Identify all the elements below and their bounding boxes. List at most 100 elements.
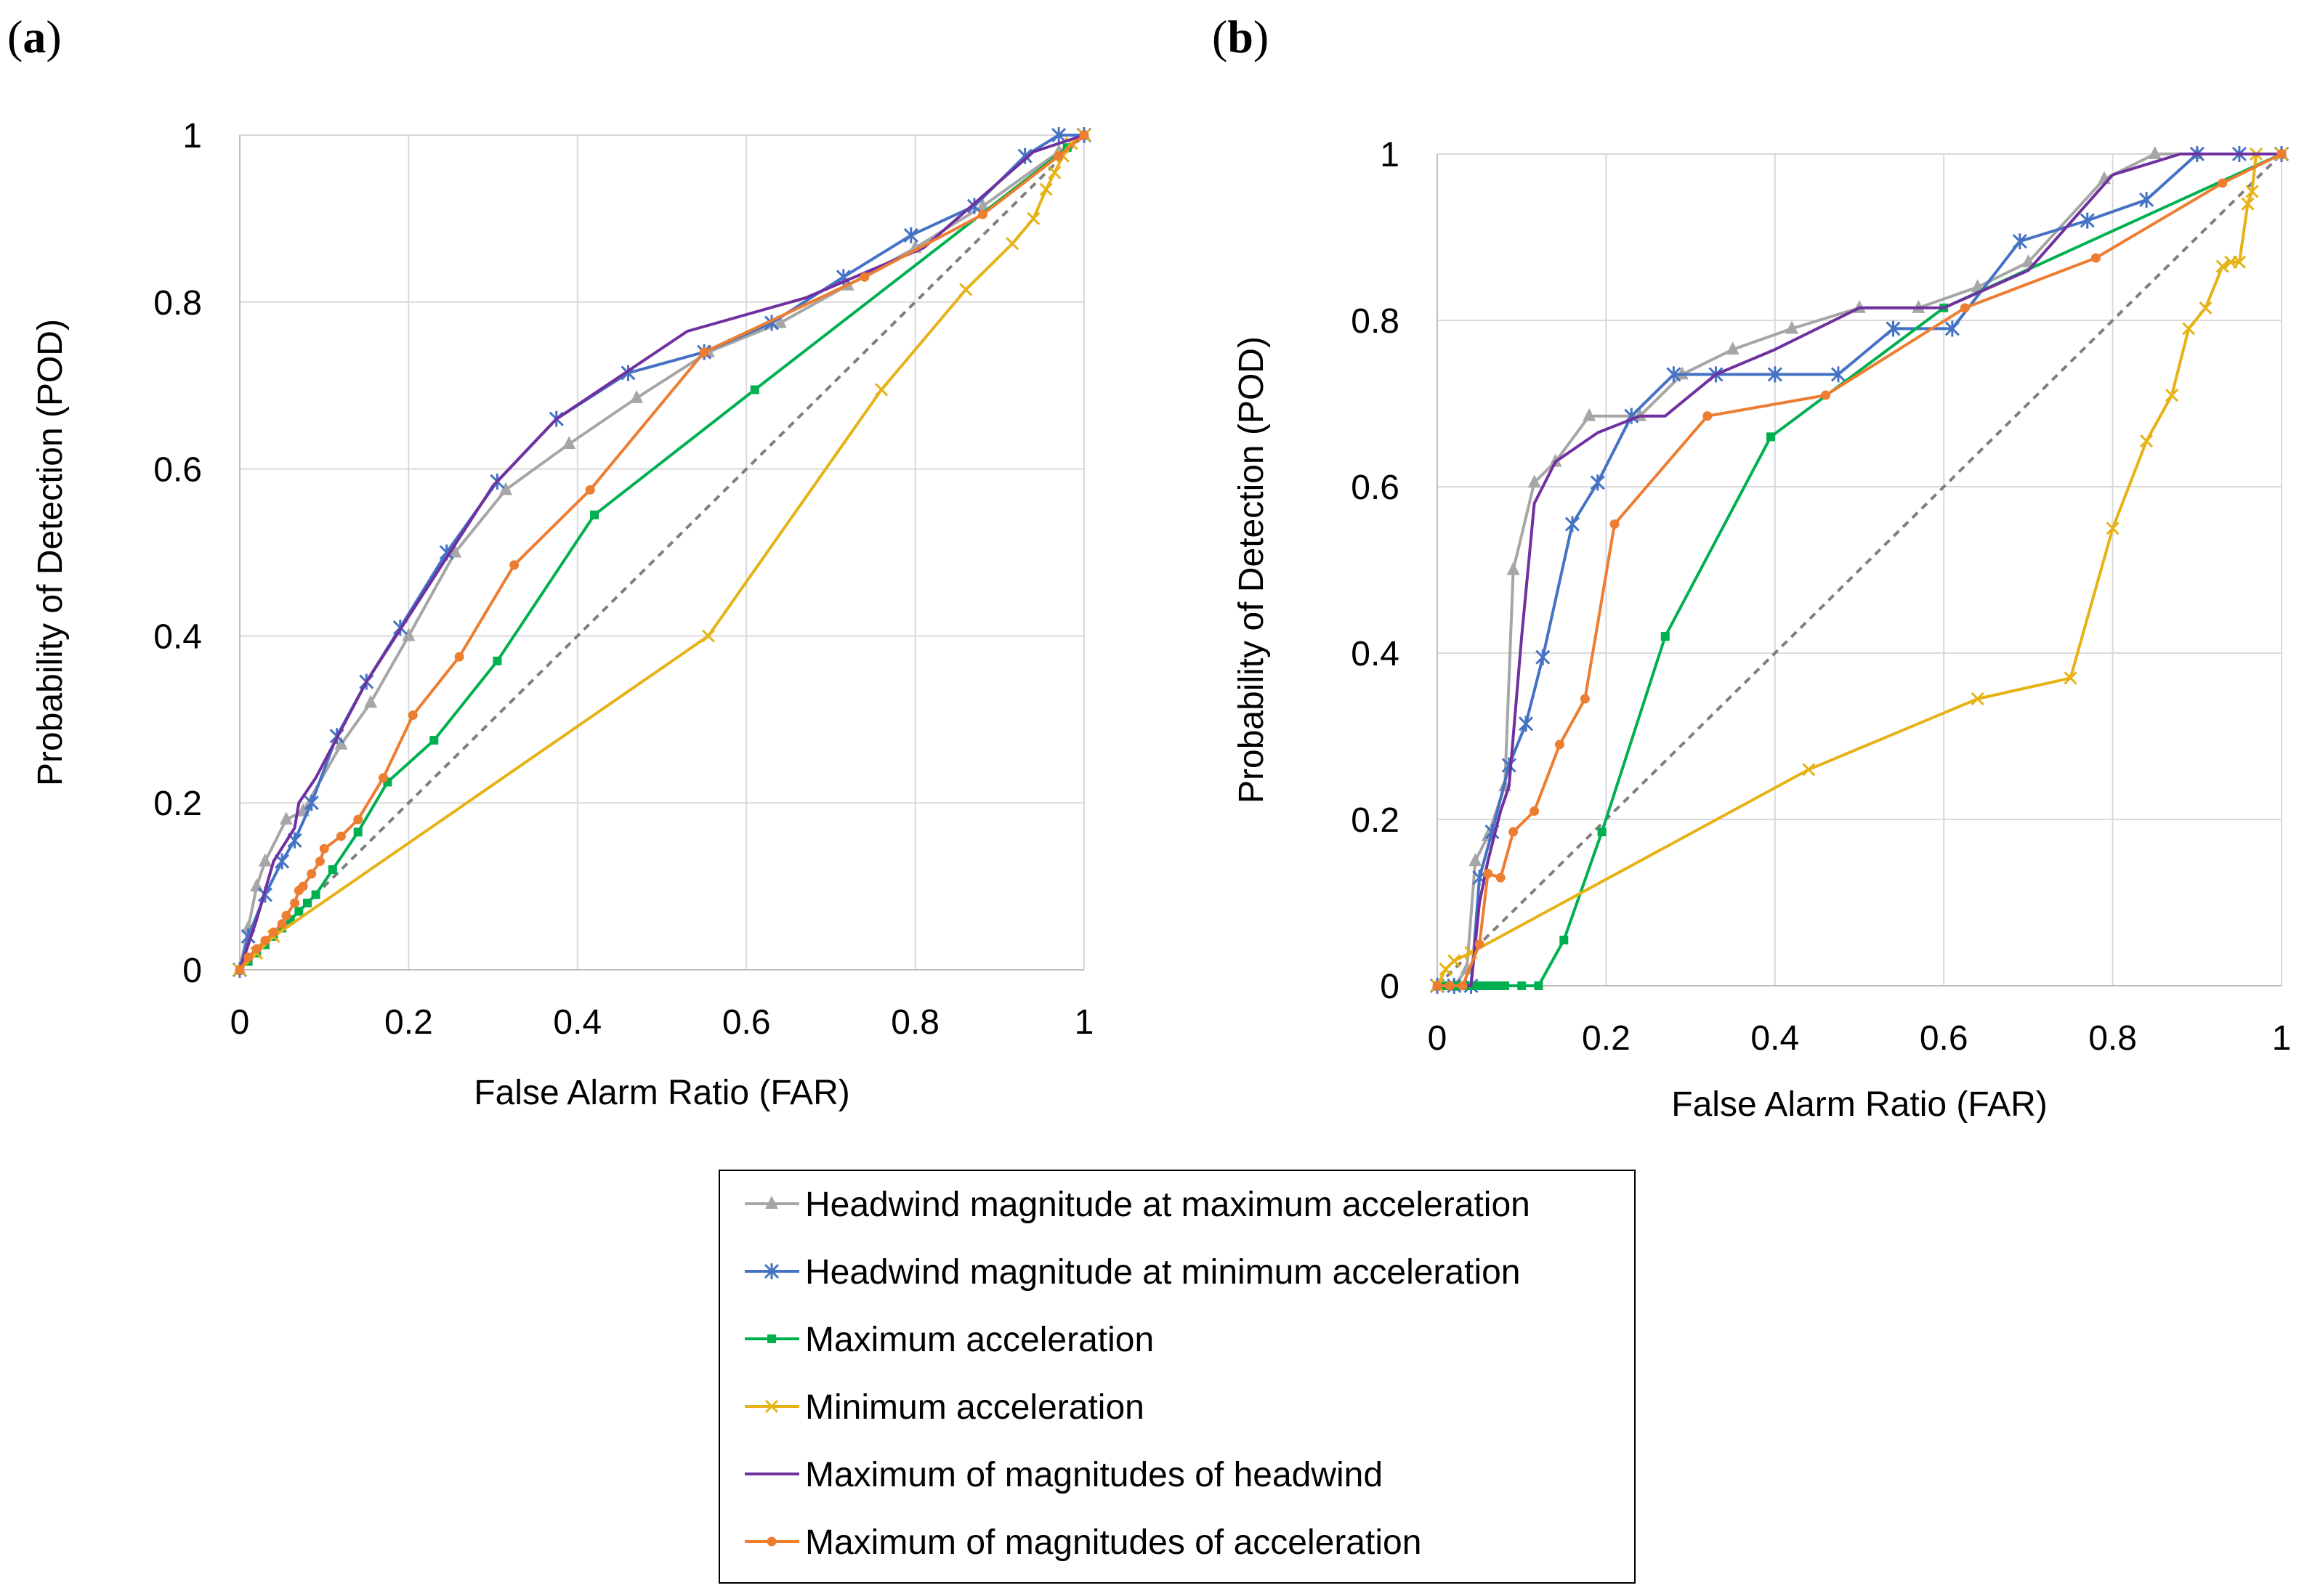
- data-point: [1039, 182, 1053, 196]
- data-point: [1483, 868, 1493, 878]
- legend-label: Maximum of magnitudes of acceleration: [805, 1523, 1421, 1562]
- data-point: [903, 227, 918, 243]
- legend-label: Headwind magnitude at minimum accelerati…: [805, 1253, 1521, 1292]
- panel-a-x-axis-title: False Alarm Ratio (FAR): [474, 1074, 849, 1112]
- data-point: [429, 736, 439, 745]
- data-point: [1006, 237, 1019, 251]
- data-point: [2218, 178, 2228, 188]
- data-point: [1564, 516, 1580, 532]
- data-point: [2090, 253, 2101, 263]
- panel-b-x-axis-title: False Alarm Ratio (FAR): [1671, 1085, 2047, 1124]
- data-point: [1597, 827, 1607, 837]
- data-point: [1559, 936, 1569, 945]
- data-point: [1534, 981, 1543, 990]
- panel-a-grid: [239, 134, 1085, 971]
- data-point: [1766, 432, 1775, 442]
- data-point: [959, 283, 973, 296]
- panel-a-reference-diagonal: [238, 134, 1086, 971]
- series-5: [1437, 153, 2282, 987]
- data-point: [298, 881, 308, 891]
- data-point: [1530, 806, 1540, 817]
- data-point: [509, 560, 520, 570]
- data-point: [260, 936, 270, 946]
- data-point: [1726, 341, 1740, 355]
- series-6: [1432, 149, 2287, 991]
- y-tick-label: 0.2: [1351, 801, 1399, 840]
- data-point: [319, 843, 329, 854]
- data-point: [701, 629, 715, 643]
- data-point: [258, 853, 272, 867]
- legend-marker: [764, 1263, 780, 1279]
- x-tick-label: 0.6: [722, 1003, 771, 1042]
- data-point: [1468, 853, 1482, 867]
- data-point: [311, 890, 320, 899]
- data-point: [408, 710, 418, 721]
- x-tick-label: 0.2: [1582, 1019, 1631, 1058]
- data-point: [1960, 303, 1970, 313]
- x-tick-label: 0.6: [1920, 1019, 1968, 1058]
- data-point: [1432, 981, 1442, 991]
- data-point: [2241, 197, 2255, 211]
- data-point: [750, 385, 759, 394]
- panel-a-ticks: 0 0.2 0.4 0.6 0.8 1 0 0.2 0.4 0.6 0.8 1: [153, 117, 1094, 1042]
- data-point: [2140, 434, 2154, 448]
- x-tick-label: 0.2: [384, 1003, 433, 1042]
- data-point: [585, 485, 595, 495]
- data-point: [1027, 211, 1041, 225]
- data-point: [1506, 562, 1520, 575]
- data-point: [1492, 981, 1501, 990]
- data-point: [1474, 939, 1484, 949]
- data-point: [978, 209, 988, 219]
- data-point: [336, 831, 346, 841]
- data-point: [1971, 692, 1984, 706]
- data-point: [2215, 259, 2229, 273]
- panel-b-y-axis-title: Probability of Detection (POD): [1232, 336, 1271, 803]
- data-point: [2245, 185, 2259, 198]
- panel-a-y-axis-title: Probability of Detection (POD): [31, 319, 70, 786]
- legend-label: Maximum of magnitudes of headwind: [805, 1456, 1383, 1494]
- y-tick-label: 1: [182, 117, 202, 155]
- legend-label: Minimum acceleration: [805, 1388, 1144, 1427]
- data-point: [699, 347, 709, 357]
- data-point: [1447, 954, 1461, 968]
- legend-entry: Minimum acceleration: [745, 1388, 1144, 1427]
- series-line: [1437, 153, 2282, 987]
- data-point: [1483, 981, 1492, 990]
- y-tick-label: 0.8: [153, 284, 202, 323]
- panel-b-letter: b: [1227, 11, 1253, 62]
- panel-a-letter: a: [23, 11, 46, 62]
- data-point: [328, 865, 337, 875]
- data-point: [402, 628, 416, 641]
- data-point: [630, 389, 644, 403]
- panel-a-label: (a): [7, 11, 62, 62]
- data-point: [2232, 255, 2246, 269]
- data-point: [1527, 474, 1541, 488]
- series-line: [1437, 153, 2282, 987]
- data-point: [294, 907, 304, 916]
- data-point: [773, 315, 787, 328]
- data-point: [2080, 212, 2095, 229]
- data-point: [1821, 390, 1831, 400]
- data-point: [1017, 147, 1033, 164]
- data-point: [1580, 694, 1590, 704]
- data-point: [379, 773, 389, 783]
- x-tick-label: 0.4: [553, 1003, 602, 1042]
- data-point: [307, 869, 317, 879]
- x-tick-label: 0.8: [2088, 1019, 2137, 1058]
- legend-entry: Headwind magnitude at minimum accelerati…: [745, 1253, 1521, 1292]
- x-tick-label: 1: [2272, 1019, 2292, 1058]
- data-point: [304, 795, 319, 811]
- y-tick-label: 0.4: [1351, 635, 1399, 673]
- data-point: [1517, 981, 1527, 990]
- data-point: [493, 656, 502, 665]
- data-point: [2182, 322, 2196, 336]
- data-point: [1500, 981, 1509, 990]
- data-point: [1767, 366, 1782, 383]
- data-point: [1051, 127, 1067, 143]
- legend-entry: Maximum acceleration: [745, 1321, 1154, 1359]
- panel-a-series-layer: [232, 127, 1092, 978]
- panel-b-reference-diagonal: [1436, 153, 2283, 987]
- data-point: [334, 736, 348, 750]
- panel-a-chart: (a) 0 0.2 0.4 0.6 0.8 1 0 0.2 0.4 0.6 0.8 1 False A…: [7, 11, 1094, 1112]
